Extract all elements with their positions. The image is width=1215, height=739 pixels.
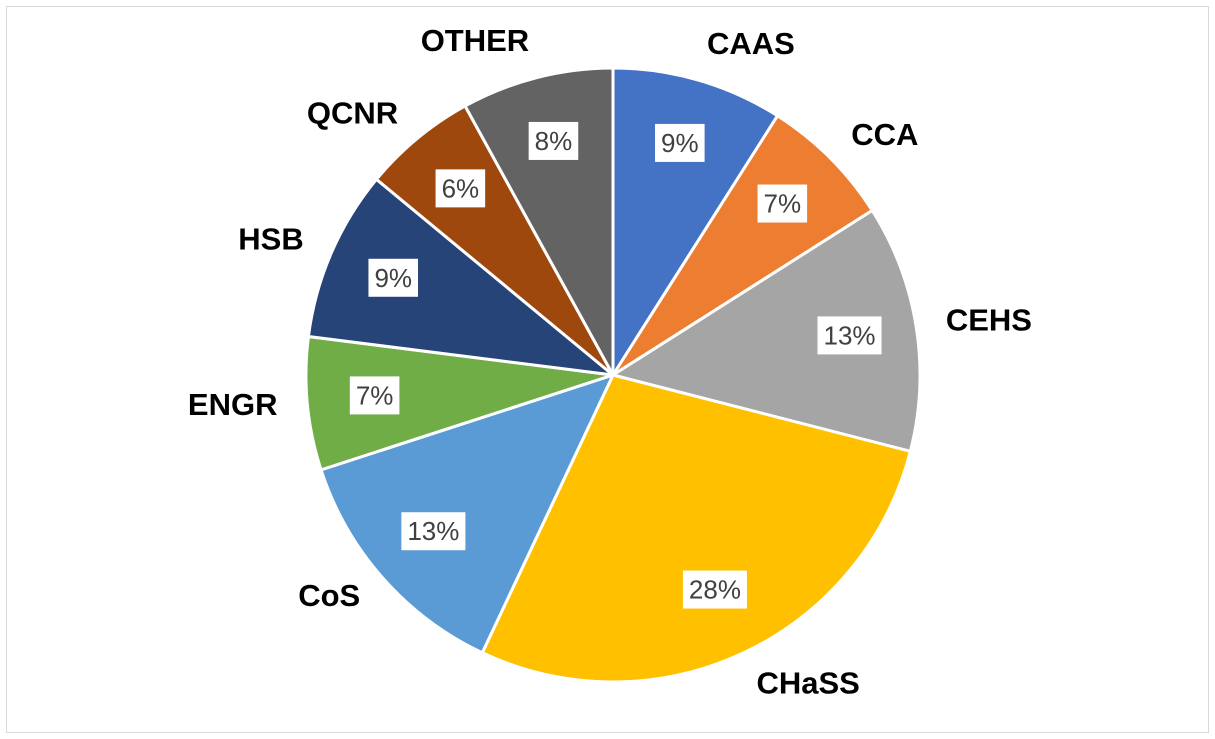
category-label: OTHER: [421, 23, 530, 58]
pie-slice: [611, 113, 875, 377]
pie-slice: [609, 208, 922, 454]
data-label: 13%: [823, 320, 875, 350]
pie-slice: [304, 334, 614, 472]
data-label-box: [757, 184, 808, 223]
category-label: CHaSS: [756, 666, 859, 701]
data-label-box: [655, 123, 705, 162]
pie-slice: [306, 177, 618, 378]
data-label: 9%: [661, 128, 699, 158]
data-label-box: [817, 316, 882, 355]
data-label: 9%: [374, 263, 412, 293]
data-label: 28%: [689, 575, 741, 605]
category-label: HSB: [238, 221, 303, 256]
category-label: CAAS: [707, 26, 795, 61]
category-label: QCNR: [307, 96, 398, 131]
slices: [304, 66, 922, 684]
data-label: 13%: [407, 516, 459, 546]
category-label: CEHS: [946, 302, 1032, 337]
data-label-box: [349, 376, 400, 415]
data-label-box: [401, 512, 466, 551]
labels: 9% CAAS 7% CCA 13% CEHS 28% CHaSS 13% CoS 7% ENGR 9%…: [188, 23, 1032, 701]
pie-slice: [319, 372, 616, 655]
category-label: CCA: [851, 117, 918, 152]
data-label-box: [682, 570, 747, 609]
data-label-box: [528, 121, 579, 160]
data-label: 7%: [764, 189, 802, 219]
data-label-box: [368, 258, 419, 297]
pie-slice: [480, 373, 913, 684]
data-label: 7%: [356, 380, 394, 410]
category-label: CoS: [298, 578, 360, 613]
data-label-box: [435, 169, 486, 208]
data-label: 8%: [535, 126, 573, 156]
pie-slice: [611, 66, 780, 381]
category-label: ENGR: [188, 387, 278, 422]
data-label: 6%: [442, 173, 480, 203]
